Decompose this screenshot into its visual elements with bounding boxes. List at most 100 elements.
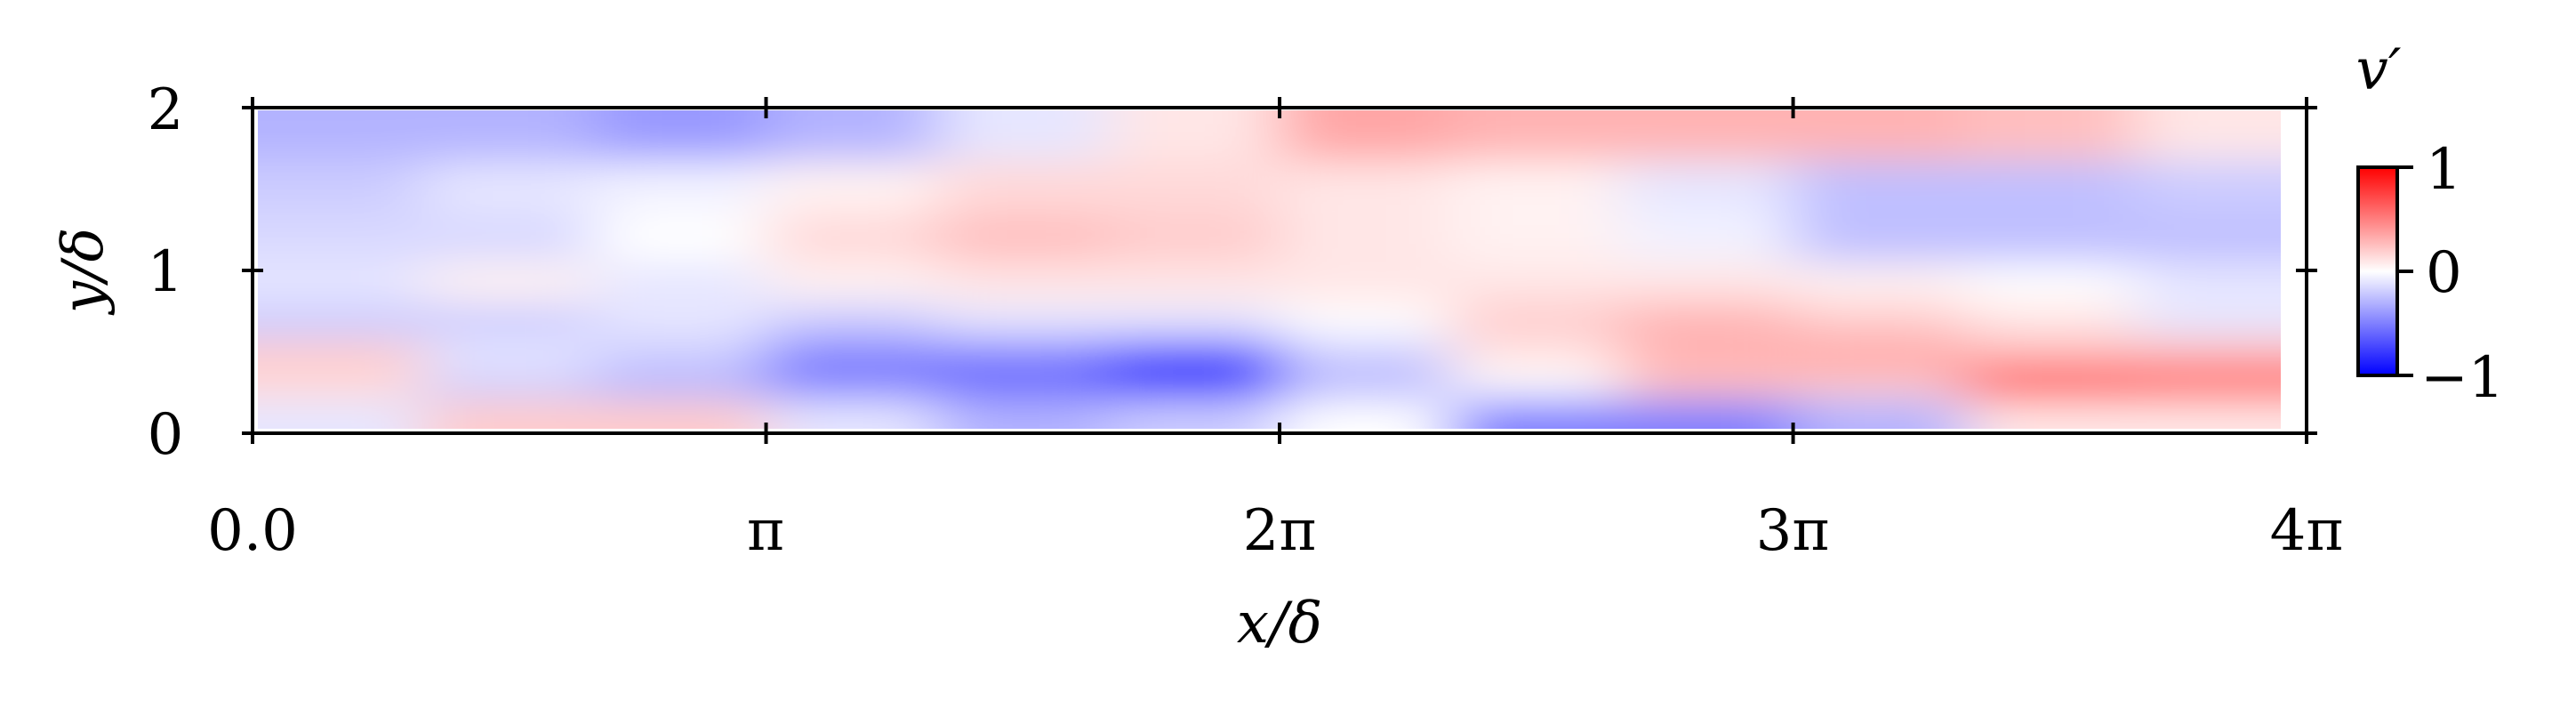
heatmap-cell — [937, 110, 1110, 162]
y-tick-label: 1 — [148, 239, 184, 305]
heatmap-cell — [1450, 262, 1623, 304]
heatmap-cell — [1450, 372, 1623, 400]
heatmap-cell — [423, 339, 597, 374]
heatmap-cell — [1450, 399, 1623, 429]
colorbar-tick-label: 0 — [2426, 240, 2462, 306]
heatmap-cell — [1621, 160, 1794, 214]
colorbar-tick-label: 1 — [2426, 137, 2462, 203]
heatmap-cell — [1621, 339, 1794, 374]
heatmap-cell — [1280, 213, 1452, 263]
axis-ticks — [242, 97, 2317, 444]
heatmap-cells — [258, 110, 2281, 429]
heatmap-cell — [1793, 399, 1966, 429]
heatmap-cell — [1450, 110, 1623, 162]
x-tick-label: π — [747, 498, 784, 564]
heatmap-cell — [1450, 213, 1623, 263]
heatmap-cell — [937, 339, 1110, 374]
heatmap-cell — [1280, 110, 1452, 162]
heatmap-cell — [937, 399, 1110, 429]
heatmap-cell — [2135, 213, 2281, 263]
x-axis-label: x/δ — [1237, 591, 1322, 657]
heatmap-cell — [1108, 262, 1281, 304]
heatmap-cell — [595, 302, 768, 341]
heatmap-cell — [2135, 399, 2281, 429]
heatmap-cell — [937, 372, 1110, 400]
y-axis-label: y/δ — [51, 228, 116, 316]
heatmap-cell — [258, 372, 425, 400]
heatmap-cell — [1108, 399, 1281, 429]
heatmap-cell — [423, 372, 597, 400]
heatmap-cell — [2135, 372, 2281, 400]
heatmap-cell — [1964, 110, 2137, 162]
heatmap-cell — [595, 110, 768, 162]
heatmap-cell — [1108, 213, 1281, 263]
heatmap-cell — [937, 213, 1110, 263]
heatmap-cell — [1621, 399, 1794, 429]
heatmap-cell — [423, 302, 597, 341]
x-tick-label: 3π — [1756, 498, 1830, 564]
heatmap-cell — [1793, 339, 1966, 374]
heatmap-cell — [1621, 302, 1794, 341]
heatmap-cell — [1280, 339, 1452, 374]
heatmap-cell — [595, 262, 768, 304]
heatmap-cell — [766, 399, 939, 429]
x-tick-label: 4π — [2270, 498, 2344, 564]
heatmap-cell — [1964, 213, 2137, 263]
heatmap-cell — [1793, 160, 1966, 214]
heatmap-cell — [1108, 339, 1281, 374]
heatmap-cell — [766, 302, 939, 341]
heatmap-cell — [1280, 262, 1452, 304]
heatmap-cell — [937, 302, 1110, 341]
heatmap-cell — [423, 399, 597, 429]
colorbar-label: v′ — [2356, 37, 2402, 103]
heatmap-cell — [1793, 110, 1966, 162]
heatmap-cell — [258, 399, 425, 429]
heatmap-cell — [1108, 160, 1281, 214]
heatmap-cell — [1964, 160, 2137, 214]
colorbar-tick-label: −1 — [2420, 345, 2504, 411]
heatmap-cell — [258, 262, 425, 304]
heatmap-cell — [258, 160, 425, 214]
heatmap-cell — [595, 213, 768, 263]
heatmap-cell — [1108, 302, 1281, 341]
heatmap-cell — [1793, 372, 1966, 400]
heatmap-cell — [1280, 399, 1452, 429]
x-tick-label: 0.0 — [207, 498, 298, 564]
heatmap-cell — [2135, 339, 2281, 374]
heatmap-cell — [1964, 372, 2137, 400]
heatmap-cell — [1793, 302, 1966, 341]
heatmap-cell — [595, 160, 768, 214]
heatmap-cell — [2135, 262, 2281, 304]
heatmap-cell — [1621, 262, 1794, 304]
heatmap-cell — [1280, 372, 1452, 400]
heatmap-cell — [1621, 213, 1794, 263]
heatmap-cell — [423, 262, 597, 304]
heatmap-cell — [766, 213, 939, 263]
heatmap-cell — [1450, 302, 1623, 341]
heatmap-cell — [258, 302, 425, 341]
heatmap-cell — [1964, 302, 2137, 341]
heatmap-cell — [1108, 372, 1281, 400]
heatmap-cell — [423, 160, 597, 214]
heatmap-cell — [2135, 110, 2281, 162]
heatmap-cell — [1964, 339, 2137, 374]
heatmap-cell — [423, 213, 597, 263]
heatmap-cell — [258, 339, 425, 374]
heatmap-cell — [2135, 302, 2281, 341]
heatmap-cell — [1450, 160, 1623, 214]
heatmap-cell — [1793, 262, 1966, 304]
heatmap-cell — [423, 110, 597, 162]
heatmap-cell — [1793, 213, 1966, 263]
heatmap-cell — [766, 372, 939, 400]
heatmap-cell — [595, 339, 768, 374]
x-tick-label: 2π — [1243, 498, 1317, 564]
heatmap-cell — [595, 372, 768, 400]
colorbar — [2356, 165, 2399, 377]
y-tick-label: 0 — [148, 402, 184, 468]
heatmap-cell — [2135, 160, 2281, 214]
heatmap-cell — [258, 110, 425, 162]
heatmap-cell — [937, 160, 1110, 214]
heatmap-cell — [595, 399, 768, 429]
heatmap-cell — [766, 160, 939, 214]
